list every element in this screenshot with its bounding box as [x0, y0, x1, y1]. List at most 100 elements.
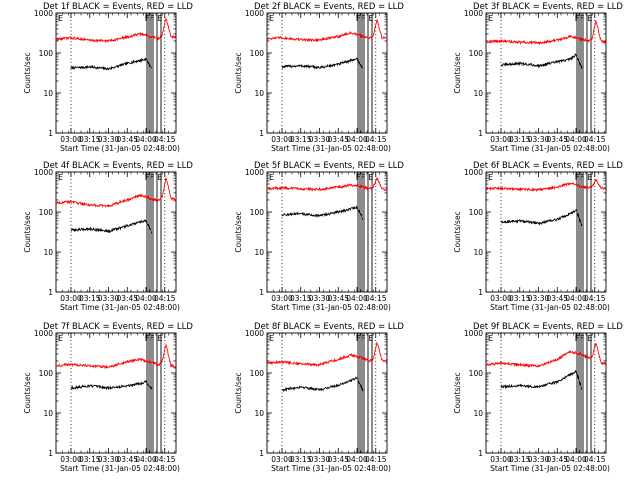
x-tick-label: 03:45 [546, 135, 568, 144]
x-tick-label: 03:00 [490, 294, 512, 303]
flag-label: E [368, 334, 373, 343]
flag-label: E [587, 14, 592, 23]
flag-label: E [587, 173, 592, 182]
flag-label: F [145, 173, 150, 182]
x-tick-label: 04:15 [584, 294, 606, 303]
panel-title: Det 3f BLACK = Events, RED = LLD [473, 2, 623, 12]
x-tick-label: 03:15 [290, 294, 312, 303]
x-tick-label: 03:00 [60, 135, 82, 144]
y-tick-label: 10 [473, 409, 483, 418]
lld-series-line [486, 20, 606, 46]
x-tick-label: 03:30 [98, 455, 120, 464]
plot-frame [55, 12, 177, 134]
x-tick-label: 04:00 [135, 135, 157, 144]
x-tick-label: 04:15 [154, 455, 176, 464]
x-tick-label: 03:00 [271, 294, 293, 303]
flag-label: E [157, 173, 162, 182]
flag-label: F [361, 14, 366, 23]
y-tick-label: 100 [469, 369, 484, 378]
y-tick-label: 1 [478, 449, 483, 458]
x-tick-label: 04:00 [565, 294, 587, 303]
x-tick-label: 03:00 [271, 455, 293, 464]
flag-label: E [587, 334, 592, 343]
corner-flag-label: E [58, 334, 63, 343]
x-tick-label: 04:00 [135, 294, 157, 303]
x-tick-label: 03:15 [509, 455, 531, 464]
y-axis-label: Counts/sec [453, 372, 462, 413]
x-tick-label: 03:15 [79, 455, 101, 464]
y-tick-label: 1000 [34, 168, 53, 177]
y-tick-label: 10 [254, 89, 264, 98]
panel-1: Det 1f BLACK = Events, RED = LLD 1 10 100 10… [23, 2, 193, 153]
x-tick-label: 03:30 [528, 455, 550, 464]
panel-7: Det 7f BLACK = Events, RED = LLD 1 10 100 10… [23, 322, 193, 473]
y-tick-label: 100 [469, 208, 484, 217]
flag-label: F [580, 14, 585, 23]
x-axis-label: Start Time (31-Jan-05 02:48:00) [490, 144, 610, 153]
flag-label: F [575, 14, 580, 23]
flag-label: F [356, 173, 361, 182]
x-tick-label: 03:00 [271, 135, 293, 144]
x-tick-label: 03:15 [79, 294, 101, 303]
corner-flag-label: E [58, 14, 63, 23]
x-axis-label: Start Time (31-Jan-05 02:48:00) [271, 464, 391, 473]
y-tick-label: 1000 [245, 329, 264, 338]
x-axis-label: Start Time (31-Jan-05 02:48:00) [60, 144, 180, 153]
panel-3: Det 3f BLACK = Events, RED = LLD 1 10 100 10… [453, 2, 623, 153]
flag-label: F [575, 334, 580, 343]
lld-series-line [55, 343, 177, 370]
x-tick-label: 04:15 [154, 135, 176, 144]
x-tick-label: 04:15 [365, 455, 387, 464]
x-tick-label: 03:00 [490, 455, 512, 464]
plot-frame [266, 12, 388, 134]
x-tick-label: 04:15 [584, 135, 606, 144]
y-tick-label: 10 [254, 248, 264, 257]
panel-title: Det 2f BLACK = Events, RED = LLD [254, 2, 404, 12]
y-tick-label: 100 [250, 49, 265, 58]
corner-flag-label: E [488, 173, 493, 182]
events-series-line [70, 218, 153, 234]
panel-title: Det 4f BLACK = Events, RED = LLD [43, 161, 193, 171]
y-tick-label: 1 [48, 129, 53, 138]
plot-frame [55, 332, 177, 454]
y-tick-label: 1000 [245, 9, 264, 18]
x-tick-label: 04:15 [365, 135, 387, 144]
x-tick-label: 03:45 [546, 455, 568, 464]
panel-8: Det 8f BLACK = Events, RED = LLD 1 10 100 10… [234, 322, 404, 473]
panel-4: Det 4f BLACK = Events, RED = LLD 1 10 100 10… [23, 161, 193, 312]
corner-flag-label: E [58, 173, 63, 182]
flag-label: F [575, 173, 580, 182]
corner-flag-label: E [269, 173, 274, 182]
x-axis-label: Start Time (31-Jan-05 02:48:00) [490, 303, 610, 312]
lld-series-line [485, 342, 607, 368]
x-tick-label: 03:30 [309, 135, 331, 144]
panel-title: Det 6f BLACK = Events, RED = LLD [473, 161, 623, 171]
y-tick-label: 10 [473, 248, 483, 257]
x-tick-label: 03:30 [528, 294, 550, 303]
x-axis-label: Start Time (31-Jan-05 02:48:00) [60, 303, 180, 312]
x-tick-label: 04:15 [154, 294, 176, 303]
x-tick-label: 03:30 [309, 294, 331, 303]
plot-frame [266, 332, 388, 454]
events-series-line [500, 53, 583, 69]
y-tick-label: 10 [43, 409, 53, 418]
y-tick-label: 1 [259, 449, 264, 458]
plot-frame [55, 171, 177, 293]
flag-label: F [145, 14, 150, 23]
flag-label: E [157, 334, 162, 343]
x-tick-label: 03:00 [60, 455, 82, 464]
y-tick-label: 100 [250, 208, 265, 217]
y-tick-label: 1 [478, 288, 483, 297]
x-tick-label: 03:15 [79, 135, 101, 144]
x-tick-label: 03:15 [509, 294, 531, 303]
y-tick-label: 1000 [464, 329, 483, 338]
events-series-line [70, 57, 153, 71]
y-tick-label: 1000 [245, 168, 264, 177]
y-axis-label: Counts/sec [453, 52, 462, 93]
flag-label: F [150, 14, 155, 23]
x-tick-label: 03:30 [98, 294, 120, 303]
y-tick-label: 10 [43, 248, 53, 257]
y-tick-label: 100 [250, 369, 265, 378]
lld-series-line [266, 18, 388, 43]
x-tick-label: 03:30 [98, 135, 120, 144]
